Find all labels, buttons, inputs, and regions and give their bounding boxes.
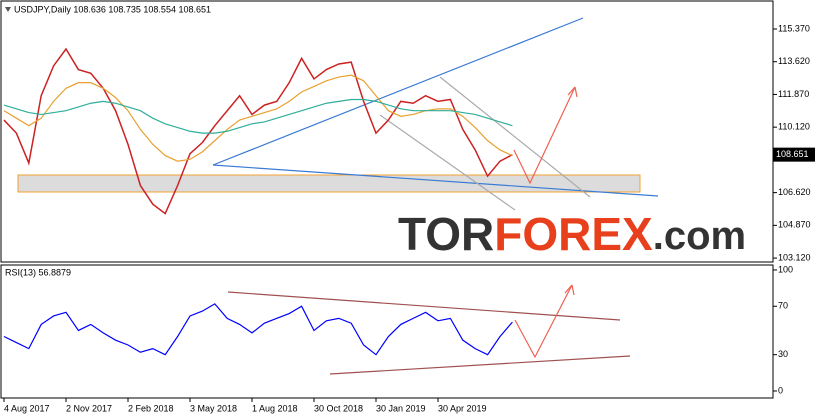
y-tick-label: 113.620 — [778, 56, 810, 66]
rsi-trend-line — [329, 355, 631, 375]
y-tick-label: 111.870 — [778, 89, 809, 99]
x-tick-label: 4 Aug 2017 — [4, 403, 50, 413]
arrow — [514, 284, 573, 359]
y-tick-label: 100 — [778, 264, 793, 274]
trend-line — [212, 17, 584, 166]
x-tick-label: 2 Nov 2017 — [66, 403, 112, 413]
arrow — [513, 86, 576, 185]
y-tick-label: 70 — [778, 301, 788, 311]
support-zone — [17, 174, 641, 193]
logo-part: TOR — [398, 208, 494, 260]
x-tick-label: 30 Jan 2019 — [376, 403, 426, 413]
rsi-title: RSI(13) 56.8879 — [5, 267, 71, 277]
y-tick-label: 115.370 — [778, 23, 810, 33]
series-line — [3, 303, 513, 356]
symbol-icon — [5, 7, 11, 12]
rsi-panel — [0, 264, 774, 399]
logo: TORFOREX.com — [398, 208, 746, 260]
y-tick-label: 30 — [778, 349, 788, 359]
rsi-trend-line — [227, 291, 621, 321]
series-line — [3, 98, 513, 134]
logo-part: FOREX — [494, 208, 653, 260]
price-panel — [0, 0, 774, 263]
x-tick-label: 2 Feb 2018 — [128, 403, 174, 413]
x-tick-label: 30 Oct 2018 — [314, 403, 363, 413]
series-line — [3, 47, 513, 215]
trend-line — [212, 164, 659, 197]
arrow-head — [564, 284, 575, 296]
logo-part: .com — [653, 214, 746, 258]
price-title: USDJPY,Daily 108.636 108.735 108.554 108… — [14, 4, 211, 14]
y-tick-label: 110.120 — [778, 122, 810, 132]
price-label-box — [773, 147, 815, 162]
x-tick-label: 3 May 2018 — [190, 403, 237, 413]
price-label: 108.651 — [776, 149, 809, 159]
y-tick-label: 0 — [778, 385, 783, 395]
channel-line — [439, 76, 591, 198]
drawings — [212, 17, 659, 375]
x-tick-label: 30 Apr 2019 — [438, 403, 487, 413]
arrow-head — [567, 86, 578, 98]
y-tick-label: 106.620 — [778, 187, 811, 197]
y-tick-label: 104.870 — [778, 220, 811, 230]
y-tick-label: 103.120 — [778, 252, 811, 262]
channel-line — [379, 114, 516, 211]
x-tick-label: 1 Aug 2018 — [252, 403, 298, 413]
